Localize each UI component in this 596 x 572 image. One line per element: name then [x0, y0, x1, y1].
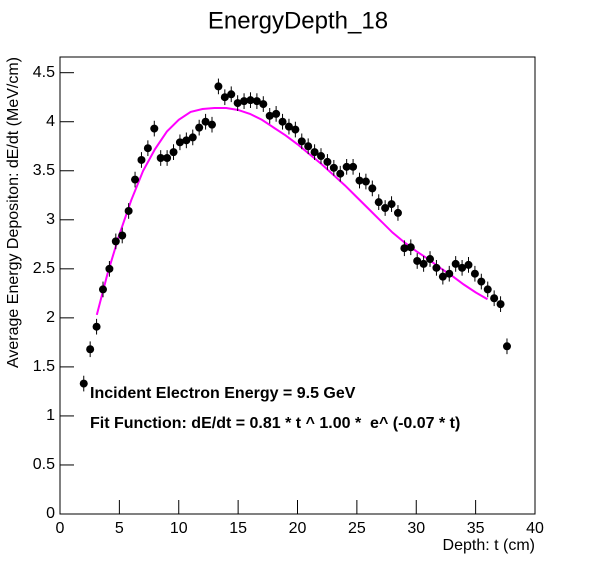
data-point: [419, 259, 428, 268]
data-point: [252, 97, 261, 106]
data-point: [137, 155, 146, 164]
data-point: [188, 133, 197, 142]
y-tick-label: 3: [46, 211, 55, 228]
x-axis-label: Depth: t (cm): [443, 537, 535, 554]
chart-title: EnergyDepth_18: [208, 7, 388, 34]
data-point: [86, 345, 95, 354]
data-point: [150, 124, 159, 133]
data-point: [118, 231, 127, 240]
data-point: [79, 379, 88, 388]
data-point: [426, 255, 435, 264]
data-point: [201, 117, 210, 126]
data-point: [259, 100, 268, 109]
x-tick-label: 0: [56, 520, 65, 537]
data-point: [105, 264, 114, 273]
x-tick-label: 30: [407, 520, 425, 537]
data-point: [131, 175, 140, 184]
data-point: [368, 184, 377, 193]
data-point: [361, 177, 370, 186]
data-point: [233, 99, 242, 108]
y-tick-label: 4.5: [33, 64, 55, 81]
data-point: [169, 148, 178, 157]
fit-curve: [95, 106, 489, 316]
data-point: [310, 148, 319, 157]
x-tick-label: 10: [170, 520, 188, 537]
data-point: [291, 125, 300, 134]
data-point: [220, 93, 229, 102]
data-point: [265, 111, 274, 120]
data-point: [156, 154, 165, 163]
x-tick-label: 35: [467, 520, 485, 537]
x-tick-label: 25: [348, 520, 366, 537]
data-point: [208, 120, 216, 129]
data-point: [400, 244, 409, 253]
data-point: [214, 82, 223, 91]
data-point: [182, 136, 191, 145]
data-point: [496, 300, 505, 309]
data-point: [284, 122, 293, 131]
data-point: [297, 137, 306, 146]
data-point: [393, 208, 402, 217]
data-point: [124, 206, 133, 215]
data-point: [374, 198, 383, 207]
y-tick-label: 1: [46, 407, 55, 424]
y-tick-label: 0.5: [33, 456, 55, 473]
data-point: [413, 256, 422, 265]
y-axis-label: Average Energy Depositon: dE/dt (MeV/cm): [5, 57, 22, 368]
data-point: [342, 162, 351, 171]
data-point: [470, 269, 479, 278]
data-point: [451, 259, 460, 268]
data-point: [349, 162, 358, 171]
y-tick-label: 2.5: [33, 260, 55, 277]
data-point: [278, 117, 287, 126]
x-tick-label: 15: [229, 520, 247, 537]
y-tick-label: 4: [46, 113, 55, 130]
data-point: [246, 96, 255, 105]
data-point: [458, 263, 467, 272]
data-point: [387, 200, 396, 209]
data-point: [438, 272, 447, 281]
x-tick-label: 40: [526, 520, 544, 537]
x-tick-label: 20: [289, 520, 307, 537]
data-point: [323, 157, 332, 166]
data-point: [502, 342, 511, 351]
data-point: [163, 154, 172, 163]
data-point: [240, 97, 249, 106]
data-point: [406, 243, 415, 252]
data-point: [432, 263, 441, 272]
data-point: [381, 204, 390, 213]
data-point: [329, 163, 338, 172]
data-point: [92, 322, 101, 331]
data-point: [317, 152, 326, 161]
data-point: [445, 269, 454, 278]
x-tick-label: 5: [115, 520, 124, 537]
annotation: Fit Function: dE/dt = 0.81 * t ^ 1.00 * …: [90, 415, 460, 432]
data-point: [272, 109, 281, 118]
data-point: [483, 285, 492, 294]
data-point: [304, 142, 313, 151]
data-point: [490, 294, 499, 303]
annotation: Incident Electron Energy = 9.5 GeV: [90, 385, 356, 402]
data-point: [111, 237, 120, 246]
data-point: [227, 90, 236, 99]
y-tick-label: 0: [46, 505, 55, 522]
data-point: [477, 277, 486, 286]
y-tick-label: 3.5: [33, 162, 55, 179]
data-point: [464, 260, 473, 269]
data-point: [336, 169, 345, 178]
y-tick-label: 1.5: [33, 358, 55, 375]
data-point: [98, 285, 107, 294]
data-point: [175, 138, 184, 147]
data-point: [143, 144, 152, 153]
y-tick-label: 2: [46, 309, 55, 326]
data-point: [195, 123, 204, 132]
data-point: [355, 176, 364, 185]
